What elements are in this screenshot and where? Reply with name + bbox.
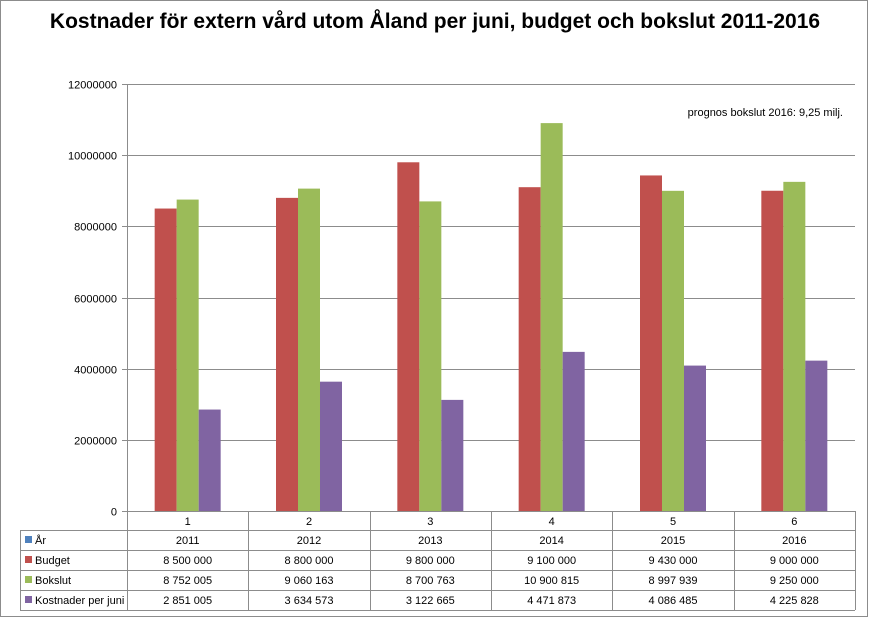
- y-tick-label: 0: [111, 507, 117, 519]
- bar-budget: [761, 190, 784, 511]
- y-tick-label: 4000000: [74, 365, 117, 377]
- category-label: 3: [427, 516, 433, 528]
- bar-bokslut: [176, 199, 199, 511]
- bar-kostnader-per-juni: [684, 365, 706, 511]
- bar-kostnader-per-juni: [805, 360, 828, 511]
- table-cell: 9 100 000: [527, 555, 576, 567]
- y-tick-label: 10000000: [68, 151, 117, 163]
- category-label: 4: [549, 516, 555, 528]
- table-cell: 9 000 000: [770, 555, 819, 567]
- category-label: 2: [306, 516, 312, 528]
- legend-key-3: [25, 596, 32, 603]
- bar-bokslut: [419, 201, 442, 512]
- legend-key-0: [25, 536, 32, 543]
- category-label: 1: [185, 516, 191, 528]
- table-cell: 8 500 000: [163, 555, 212, 567]
- table-cell: 9 060 163: [285, 575, 334, 587]
- table-cell: 2 851 005: [163, 595, 212, 607]
- y-tick-label: 12000000: [68, 80, 117, 92]
- bar-bokslut: [783, 181, 806, 511]
- table-cell: 3 634 573: [285, 595, 334, 607]
- table-cell: 9 800 000: [406, 555, 455, 567]
- bar-bokslut: [662, 190, 684, 511]
- bar-budget: [640, 175, 662, 512]
- table-row-label: Bokslut: [35, 575, 71, 587]
- bar-bokslut: [540, 123, 563, 511]
- table-cell: 8 800 000: [285, 555, 334, 567]
- y-tick-label: 2000000: [74, 436, 117, 448]
- legend-key-2: [25, 576, 32, 583]
- table-row-label: År: [35, 534, 46, 547]
- bar-kostnader-per-juni: [198, 409, 221, 511]
- table-cell: 9 430 000: [649, 555, 698, 567]
- table-cell: 2011: [176, 535, 200, 547]
- bar-bokslut: [298, 188, 320, 512]
- bar-kostnader-per-juni: [320, 381, 342, 511]
- table-cell: 3 122 665: [406, 595, 455, 607]
- table-cell: 9 250 000: [770, 575, 819, 587]
- table-cell: 4 225 828: [770, 595, 819, 607]
- y-tick-label: 6000000: [74, 294, 117, 306]
- y-tick-label: 8000000: [74, 222, 117, 234]
- table-cell: 4 086 485: [649, 595, 698, 607]
- table-cell: 2016: [782, 535, 806, 547]
- table-cell: 8 997 939: [649, 575, 698, 587]
- table-cell: 8 752 005: [163, 575, 212, 587]
- table-cell: 8 700 763: [406, 575, 455, 587]
- table-cell: 2014: [539, 535, 563, 547]
- bar-kostnader-per-juni: [441, 399, 464, 511]
- category-label: 6: [791, 516, 797, 528]
- table-cell: 2013: [418, 535, 442, 547]
- table-row-label: Kostnader per juni: [35, 595, 124, 607]
- table-row-label: Budget: [35, 555, 70, 567]
- bar-kostnader-per-juni: [562, 351, 585, 511]
- bar-budget: [397, 162, 420, 512]
- annotation-text: prognos bokslut 2016: 9,25 milj.: [688, 107, 843, 119]
- table-cell: 2015: [661, 535, 685, 547]
- legend-key-1: [25, 556, 32, 563]
- table-cell: 4 471 873: [527, 595, 576, 607]
- bar-budget: [276, 197, 298, 511]
- table-cell: 10 900 815: [524, 575, 579, 587]
- bar-budget: [518, 187, 541, 512]
- chart-title: Kostnader för extern vård utom Åland per…: [49, 10, 821, 33]
- table-cell: 2012: [297, 535, 321, 547]
- bar-budget: [154, 208, 177, 511]
- category-label: 5: [670, 516, 676, 528]
